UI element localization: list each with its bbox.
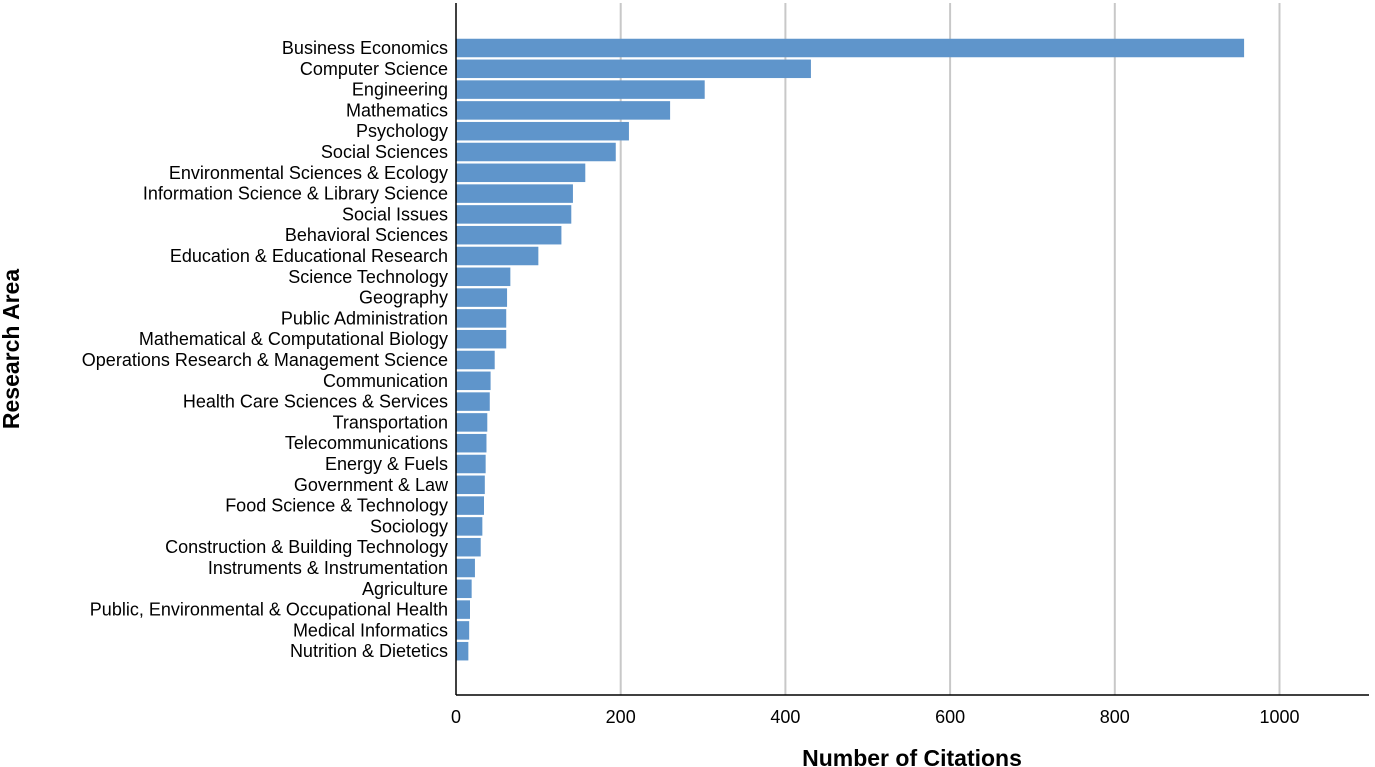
category-label: Energy & Fuels (325, 454, 448, 474)
category-label: Communication (323, 371, 448, 391)
bar (456, 142, 616, 162)
x-tick-label: 0 (451, 707, 461, 727)
category-label: Transportation (333, 412, 448, 432)
x-tick-label: 200 (606, 707, 636, 727)
bar (456, 371, 491, 391)
category-label: Science Technology (288, 267, 448, 287)
category-label: Sociology (370, 516, 448, 536)
x-tick-label: 400 (770, 707, 800, 727)
bar (456, 309, 507, 328)
bar (456, 392, 490, 411)
bar (456, 184, 573, 203)
x-tick-label: 600 (935, 707, 965, 727)
category-label: Geography (359, 288, 448, 308)
category-label: Mathematical & Computational Biology (139, 329, 448, 349)
category-label: Computer Science (300, 59, 448, 79)
category-label: Instruments & Instrumentation (208, 558, 448, 578)
category-label: Psychology (356, 121, 448, 141)
category-label: Behavioral Sciences (285, 225, 448, 245)
x-tick-labels: 0 200 400 600 800 1000 (451, 707, 1300, 727)
category-label: Environmental Sciences & Ecology (169, 163, 448, 183)
y-axis-title: Research Area (0, 269, 24, 429)
x-axis-title: Number of Citations (802, 745, 1022, 767)
bar (456, 205, 572, 224)
bar (456, 163, 586, 183)
bar (456, 475, 485, 495)
category-label: Engineering (352, 80, 448, 100)
bar (456, 600, 470, 619)
bar (456, 558, 475, 578)
category-label: Business Economics (282, 38, 448, 58)
category-label: Social Sciences (321, 142, 448, 162)
bar (456, 59, 811, 79)
category-label: Education & Educational Research (170, 246, 448, 266)
category-label: Social Issues (342, 204, 448, 224)
category-label: Public, Environmental & Occupational Hea… (90, 600, 448, 620)
category-label: Public Administration (281, 308, 448, 328)
bar (456, 496, 484, 515)
bars (456, 38, 1245, 661)
bar (456, 246, 539, 266)
category-label: Telecommunications (285, 433, 448, 453)
bar (456, 121, 629, 141)
category-label: Health Care Sciences & Services (183, 392, 448, 412)
gridlines (619, 3, 1281, 695)
bar (456, 413, 488, 432)
bar (456, 101, 671, 120)
bar (456, 454, 486, 474)
bar (456, 350, 495, 370)
bar (456, 329, 507, 349)
category-label: Operations Research & Management Science (82, 350, 448, 370)
category-label: Nutrition & Dietetics (290, 641, 448, 661)
bar (456, 621, 470, 640)
bar (456, 80, 705, 99)
category-label: Agriculture (362, 579, 448, 599)
bar (456, 225, 562, 245)
category-label: Medical Informatics (293, 620, 448, 640)
category-label: Government & Law (294, 475, 449, 495)
bar (456, 38, 1245, 58)
category-label: Food Science & Technology (225, 496, 448, 516)
bar (456, 537, 481, 557)
category-label: Mathematics (346, 100, 448, 120)
bar (456, 267, 511, 287)
bar (456, 288, 508, 307)
bar (456, 641, 469, 661)
category-label: Information Science & Library Science (143, 184, 448, 204)
bar (456, 517, 483, 536)
bar (456, 433, 487, 453)
bar (456, 579, 472, 599)
x-tick-label: 800 (1100, 707, 1130, 727)
x-tick-label: 1000 (1259, 707, 1299, 727)
category-label: Construction & Building Technology (165, 537, 448, 557)
